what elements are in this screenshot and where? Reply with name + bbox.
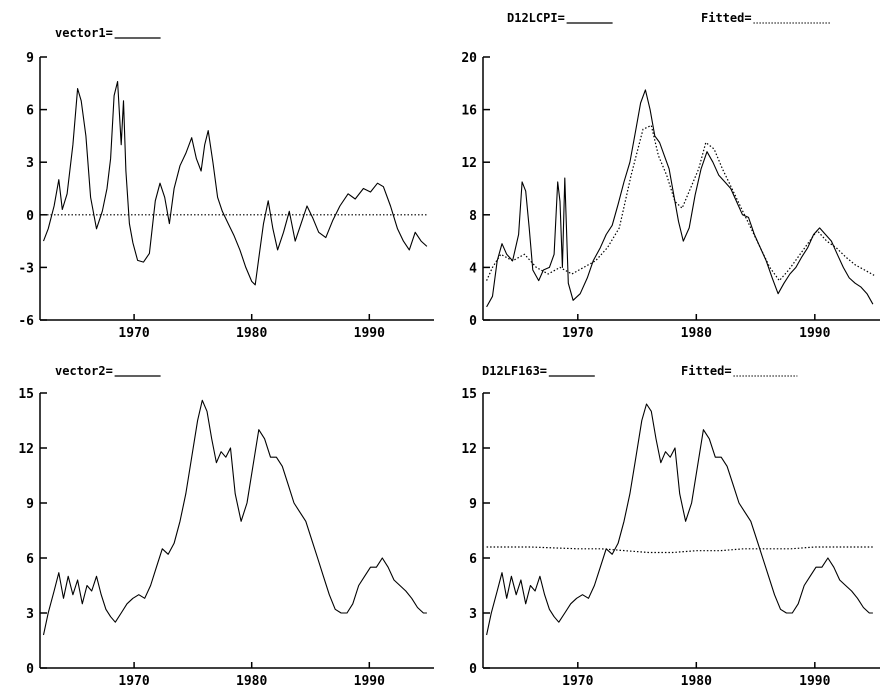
panel-title-label: vector2= [55, 364, 113, 378]
x-tick-label: 1980 [236, 326, 267, 341]
y-tick-label: 0 [26, 662, 34, 677]
x-tick-label: 1980 [236, 674, 267, 688]
y-tick-label: 9 [26, 497, 34, 512]
x-tick-label: 1990 [354, 674, 385, 688]
series-line [42, 399, 427, 636]
series-line [42, 80, 428, 286]
y-tick-label: 20 [461, 51, 477, 66]
panel-title-label: vector1= [55, 26, 113, 40]
panel-title-label: D12LF163= [482, 364, 547, 378]
x-tick-label: 1990 [354, 326, 385, 341]
x-tick-label: 1980 [681, 326, 712, 341]
y-tick-label: 3 [26, 156, 34, 171]
y-tick-label: 8 [469, 209, 477, 224]
panel-vector1: -6 -3 0 3 6 9 1970 1980 1990 vector1= [18, 26, 434, 341]
y-tick-label: 4 [469, 261, 477, 276]
series-line [486, 89, 874, 308]
fitted-series-line [486, 124, 875, 282]
x-tick-label: 1970 [562, 674, 593, 688]
panel-d12lf163: 0 3 6 9 12 15 1970 1980 1990 D12LF163= Fitted= [461, 364, 880, 688]
y-tick-label: 3 [26, 607, 34, 622]
panel-vector2: 0 3 6 9 12 15 1970 1980 1990 vector2= [18, 364, 434, 688]
y-tick-label: -3 [18, 261, 34, 276]
fitted-label: Fitted= [701, 11, 752, 25]
y-tick-label: 15 [461, 387, 477, 402]
y-tick-label: -6 [18, 314, 34, 329]
y-tick-label: 12 [18, 442, 34, 457]
y-tick-label: 6 [469, 552, 477, 567]
y-tick-label: 12 [461, 156, 477, 171]
x-tick-label: 1970 [118, 674, 149, 688]
series-line [486, 403, 873, 636]
panel-title-label: D12LCPI= [507, 11, 565, 25]
y-tick-label: 6 [26, 552, 34, 567]
y-tick-label: 3 [469, 607, 477, 622]
x-tick-label: 1970 [118, 326, 149, 341]
x-tick-label: 1970 [562, 326, 593, 341]
y-tick-label: 0 [469, 662, 477, 677]
y-tick-label: 9 [26, 51, 34, 66]
y-tick-label: 6 [26, 104, 34, 119]
x-tick-label: 1980 [681, 674, 712, 688]
y-tick-label: 0 [469, 314, 477, 329]
panel-d12lcpi: 0 4 8 12 16 20 1970 1980 1990 D12LCPI= Fitted= [461, 11, 880, 341]
y-tick-label: 9 [469, 497, 477, 512]
y-tick-label: 16 [461, 104, 477, 119]
y-tick-label: 12 [461, 442, 477, 457]
fitted-label: Fitted= [681, 364, 732, 378]
y-tick-label: 15 [18, 387, 34, 402]
x-tick-label: 1990 [799, 326, 830, 341]
y-tick-label: 0 [26, 209, 34, 224]
x-tick-label: 1990 [799, 674, 830, 688]
fitted-series-line [486, 546, 875, 554]
